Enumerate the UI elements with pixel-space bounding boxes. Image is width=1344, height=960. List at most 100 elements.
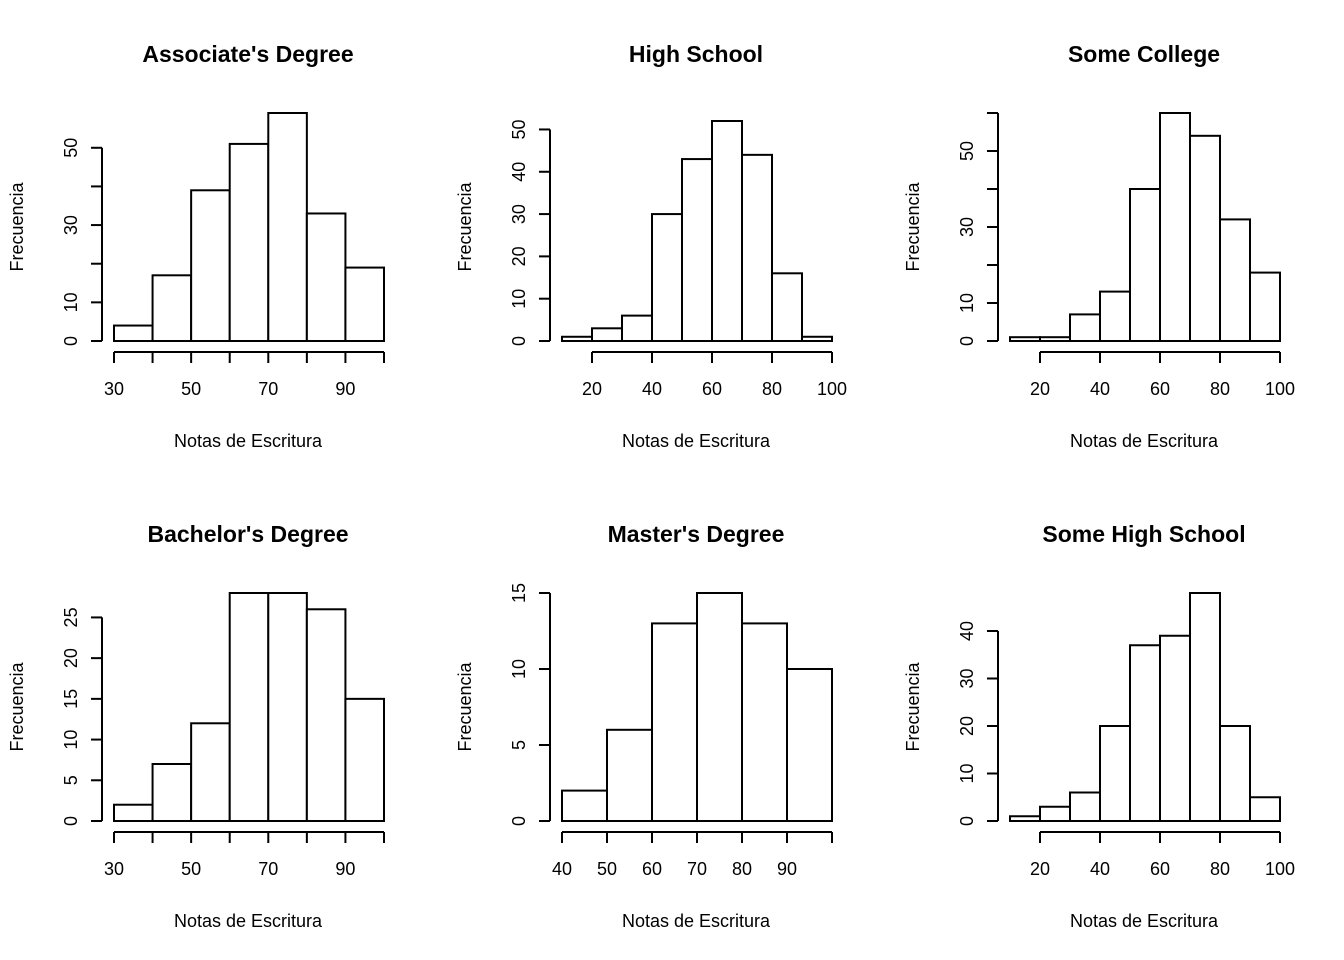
x-tick-label: 60 [1150,859,1170,879]
histogram-bar [305,608,347,822]
y-axis-label: Frecuencia [903,181,923,271]
y-tick-label: 40 [957,621,977,641]
histogram-bar [113,803,154,823]
histogram-bar [113,324,154,342]
x-tick-label: 100 [1265,379,1295,399]
histogram-bar [344,697,385,822]
x-tick-label: 70 [258,379,278,399]
x-tick-label: 40 [642,379,662,399]
histogram-bar [1069,791,1101,822]
y-tick-label: 20 [509,246,529,266]
x-axis-label: Notas de Escritura [174,911,323,931]
y-axis-label: Frecuencia [903,661,923,751]
y-tick-label: 20 [957,716,977,736]
y-tick-label: 10 [61,730,81,750]
x-axis-label: Notas de Escritura [622,431,771,451]
histogram-bar [771,272,803,342]
histogram-panel: High School 20 40 60 80 100 0 10 20 30 40 50 Notas d… [455,41,847,451]
x-tick-label: 20 [582,379,602,399]
histogram-bar [228,592,270,822]
histogram-panel: Some High School 20 40 60 80 100 0 10 20 30 40 Nota… [903,521,1295,931]
histogram-bar [1129,188,1161,342]
x-tick-label: 50 [597,859,617,879]
y-tick-label: 10 [509,289,529,309]
y-tick-label: 10 [61,292,81,312]
panel-title: Some College [1068,41,1220,67]
y-tick-label: 30 [957,668,977,688]
histogram-bar [190,189,231,342]
y-tick-label: 0 [957,816,977,826]
y-axis-label: Frecuencia [455,661,475,751]
histogram-bar [1249,796,1281,822]
x-tick-label: 90 [335,859,355,879]
y-tick-label: 0 [957,336,977,346]
x-tick-label: 60 [702,379,722,399]
y-tick-label: 15 [509,583,529,603]
x-tick-label: 80 [732,859,752,879]
y-axis-label: Frecuencia [455,181,475,271]
histogram-bar [561,789,608,822]
histogram-bar [696,592,743,822]
x-tick-label: 60 [1150,379,1170,399]
y-tick-label: 0 [61,336,81,346]
histogram-bar [651,622,698,823]
histogram-bar [151,763,193,822]
histogram-bar [190,722,231,822]
histogram-bar [741,153,773,342]
y-tick-label: 10 [509,659,529,679]
panel-title: Bachelor's Degree [147,521,348,547]
histogram-bar [1159,112,1191,342]
histogram-bar [786,668,833,822]
y-tick-label: 25 [61,607,81,627]
histogram-bar [1099,290,1131,343]
y-tick-label: 5 [61,775,81,785]
histogram-bar [1219,218,1251,342]
x-tick-label: 20 [1030,379,1050,399]
histogram-bar [228,142,270,342]
y-tick-label: 30 [61,215,81,235]
x-axis-label: Notas de Escritura [174,431,323,451]
y-axis-label: Frecuencia [7,661,27,751]
histogram-bar [1189,592,1221,822]
histogram-bar [621,314,653,343]
y-tick-label: 50 [509,119,529,139]
y-tick-label: 50 [957,141,977,161]
histogram-bar [1189,134,1221,342]
histogram-bar [1009,336,1041,343]
histogram-bar [1249,271,1281,343]
y-tick-label: 5 [509,740,529,750]
histogram-bar [591,327,623,342]
x-tick-label: 40 [1090,859,1110,879]
x-tick-label: 100 [817,379,847,399]
panel-title: Master's Degree [608,521,785,547]
y-tick-label: 10 [957,293,977,313]
histogram-bar [1009,815,1041,822]
histogram-bar [151,274,193,342]
x-axis-label: Notas de Escritura [1070,431,1219,451]
histogram-panel: Some College 20 40 60 80 100 0 10 30 50 Notas de E… [903,41,1295,451]
y-tick-label: 30 [509,204,529,224]
histogram-bar [711,120,743,342]
histogram-bar [606,728,653,822]
histogram-bar [267,112,308,342]
histogram-panel: Bachelor's Degree 30 50 70 90 0 5 10 15 20 25 Notas… [7,521,385,931]
panel-title: Some High School [1042,521,1245,547]
x-tick-label: 30 [104,859,124,879]
y-tick-label: 15 [61,689,81,709]
histogram-panel: Master's Degree 40 50 60 70 80 90 0 5 10 15 Notas d… [455,521,833,931]
histogram-bar [681,158,713,342]
y-tick-label: 0 [509,816,529,826]
x-tick-label: 30 [104,379,124,399]
panel-title: Associate's Degree [142,41,353,67]
x-axis-label: Notas de Escritura [622,911,771,931]
histogram-bar [1039,805,1071,822]
x-tick-label: 50 [181,379,201,399]
histogram-bar [651,213,683,342]
histogram-bar [1159,634,1191,822]
x-tick-label: 40 [1090,379,1110,399]
y-tick-label: 0 [61,816,81,826]
y-axis-label: Frecuencia [7,181,27,271]
histogram-bar [344,266,385,342]
x-tick-label: 70 [687,859,707,879]
x-tick-label: 40 [552,859,572,879]
